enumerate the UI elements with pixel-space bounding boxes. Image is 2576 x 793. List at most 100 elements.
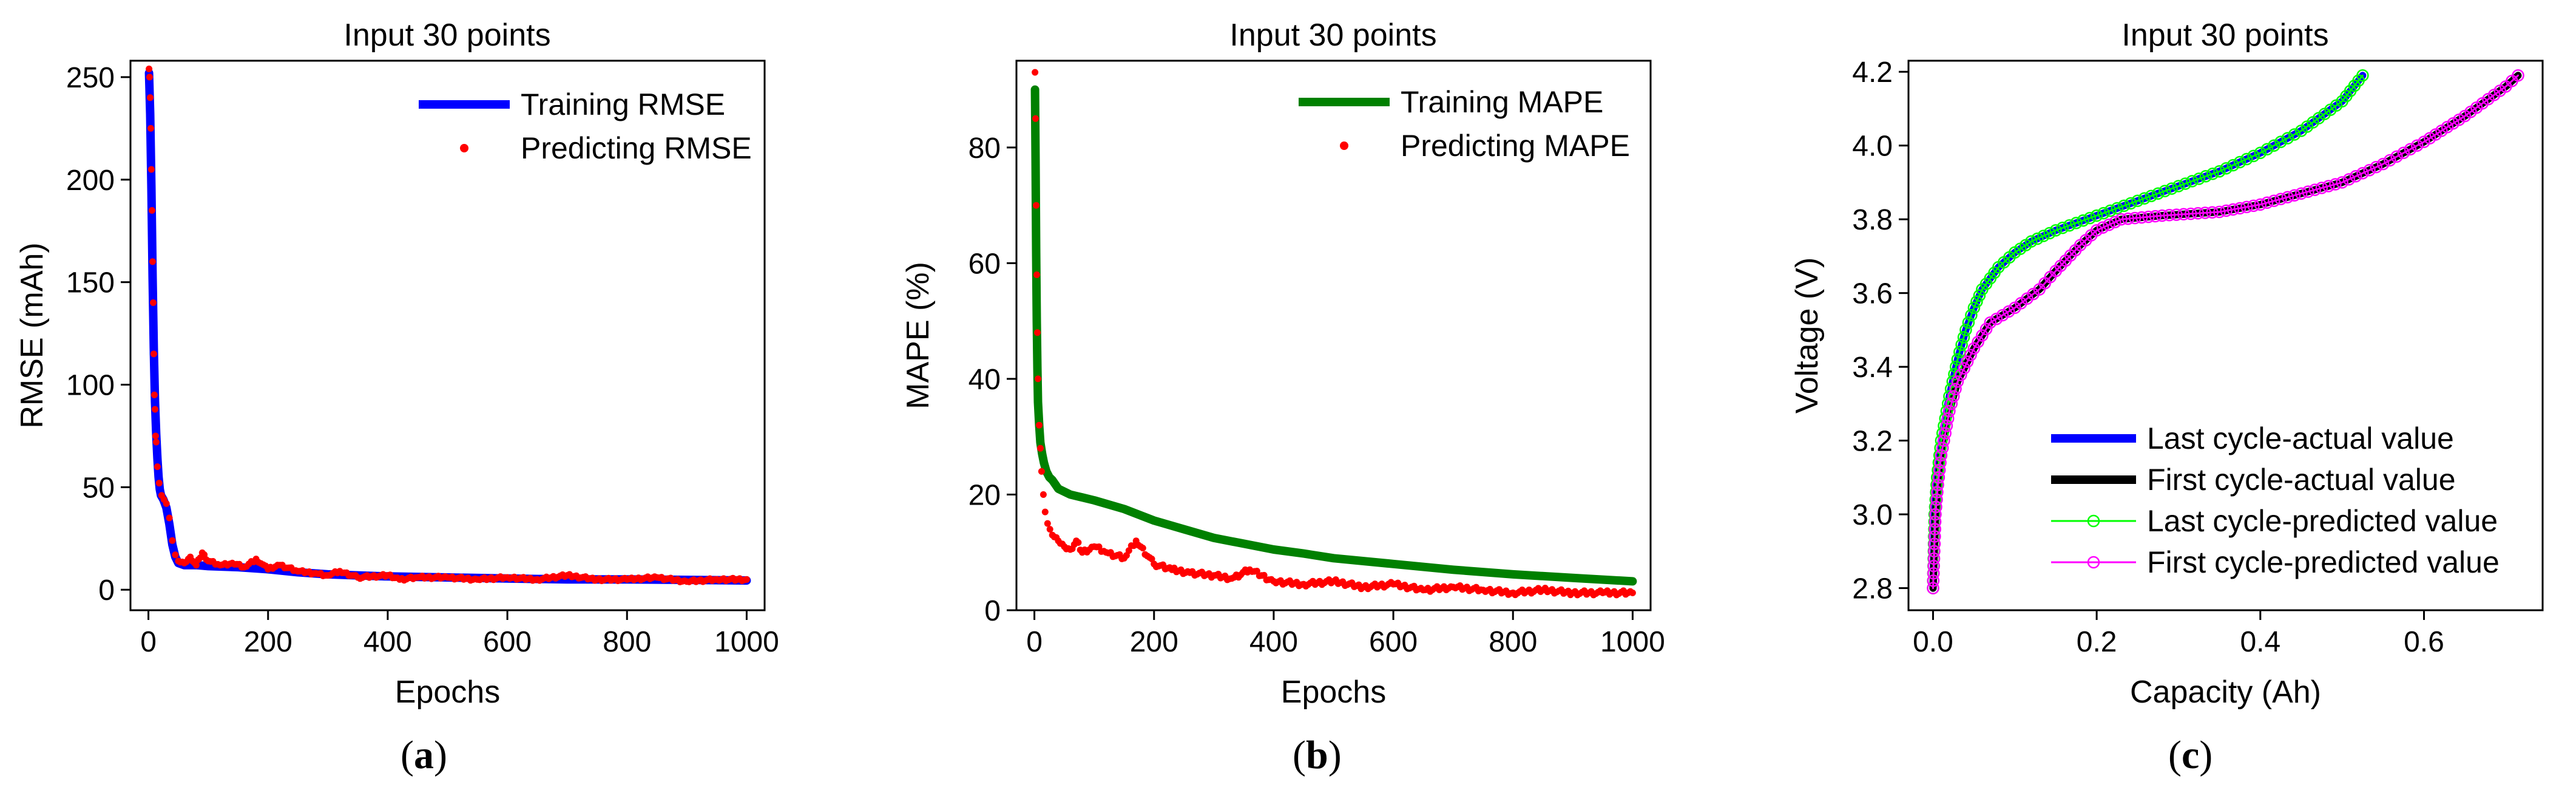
y-tick-label: 150 (66, 267, 115, 299)
data-point (1927, 567, 1940, 580)
data-point (1059, 540, 1066, 548)
data-point (1034, 329, 1041, 336)
data-point (2226, 158, 2240, 172)
data-point (169, 537, 176, 544)
legend: Training RMSE Predicting RMSE (419, 87, 752, 165)
x-tick-label: 800 (603, 626, 651, 658)
data-point (2109, 216, 2121, 228)
y-tick-label: 3.6 (1852, 278, 1893, 310)
data-point (2397, 146, 2410, 160)
data-point (2206, 206, 2219, 219)
x-tick-label: 600 (483, 626, 532, 658)
data-point (2002, 305, 2015, 318)
data-point (2370, 160, 2383, 174)
data-point (2172, 180, 2185, 192)
data-point (2121, 212, 2135, 225)
data-point (274, 562, 281, 569)
data-point (1944, 383, 1958, 395)
panel-label: (b) (1293, 733, 1342, 777)
data-point (150, 391, 158, 398)
data-point (2376, 157, 2390, 171)
data-point (166, 514, 173, 522)
y-tick-label: 3.8 (1852, 204, 1893, 236)
data-point (163, 500, 170, 507)
data-point (1928, 537, 1941, 550)
data-point (2170, 208, 2183, 221)
data-point (2199, 170, 2213, 183)
data-point (1938, 434, 1950, 447)
data-point (2083, 211, 2097, 225)
panel-label-letter: b (1306, 733, 1328, 777)
data-point (1953, 345, 1966, 359)
panel-label-open-paren: ( (2168, 733, 2182, 777)
data-point (2240, 200, 2253, 214)
x-tick-label: 600 (1369, 626, 1418, 658)
data-point (2131, 194, 2144, 208)
panel-label-letter: c (2182, 733, 2199, 777)
data-point (741, 576, 748, 584)
data-point (1951, 375, 1964, 388)
data-point (2152, 187, 2165, 200)
x-axis-label: Epochs (395, 675, 500, 710)
data-point (1940, 420, 1953, 432)
x-axis-label: Epochs (1281, 675, 1386, 710)
y-tick-label: 200 (66, 165, 115, 197)
data-point (155, 480, 163, 487)
y-tick-label: 250 (66, 62, 115, 94)
chart-title: Input 30 points (2121, 18, 2328, 53)
data-point (2268, 194, 2280, 208)
data-point (1955, 369, 1967, 381)
x-tick-label: 400 (1249, 626, 1298, 658)
data-point (1036, 421, 1043, 429)
data-point (2199, 206, 2212, 219)
data-point (2302, 185, 2314, 198)
y-tick-label: 100 (66, 370, 115, 402)
x-tick-label: 1000 (1600, 626, 1665, 658)
data-point (148, 166, 155, 173)
data-point (2103, 219, 2115, 231)
data-point (2206, 168, 2219, 180)
data-point (2138, 192, 2151, 205)
data-point (147, 94, 154, 101)
data-point (2233, 155, 2246, 169)
data-point (2268, 139, 2280, 152)
data-point (1929, 508, 1942, 521)
x-tick-label: 200 (1130, 626, 1178, 658)
data-point (2288, 128, 2301, 141)
legend-label: Predicting MAPE (1401, 129, 1630, 163)
series-predicting-mape (1032, 69, 1636, 599)
y-axis-label: Voltage (V) (1790, 257, 1825, 414)
legend-label: First cycle-actual value (2147, 463, 2456, 497)
data-point (1970, 295, 1983, 308)
data-point (2384, 154, 2396, 167)
data-point (152, 432, 159, 440)
data-point (2149, 209, 2162, 223)
data-point (2308, 183, 2321, 196)
data-point (2213, 205, 2226, 219)
plot-area (144, 66, 751, 585)
data-point (147, 124, 154, 132)
data-point (2254, 198, 2267, 211)
panel-label-open-paren: ( (401, 733, 414, 777)
data-point (2135, 211, 2148, 224)
data-point (1040, 491, 1047, 498)
data-point (1961, 355, 1974, 368)
data-point (1967, 342, 1981, 355)
data-point (250, 558, 257, 565)
data-point (1933, 463, 1946, 477)
data-point (1990, 312, 2003, 325)
y-tick-label: 80 (969, 132, 1001, 165)
series-first-cycle-predicted-value (1927, 69, 2524, 594)
data-point (2356, 69, 2369, 82)
data-point (2254, 146, 2267, 160)
legend-marker (2087, 514, 2100, 528)
series-line (1932, 74, 2364, 590)
data-point (1148, 556, 1155, 562)
data-point (1929, 530, 1941, 543)
data-point (1967, 301, 1981, 315)
series-line (1030, 85, 1637, 586)
data-point (1945, 397, 1958, 410)
data-point (2260, 196, 2274, 209)
data-point (1932, 471, 1946, 484)
data-point (1328, 579, 1335, 587)
